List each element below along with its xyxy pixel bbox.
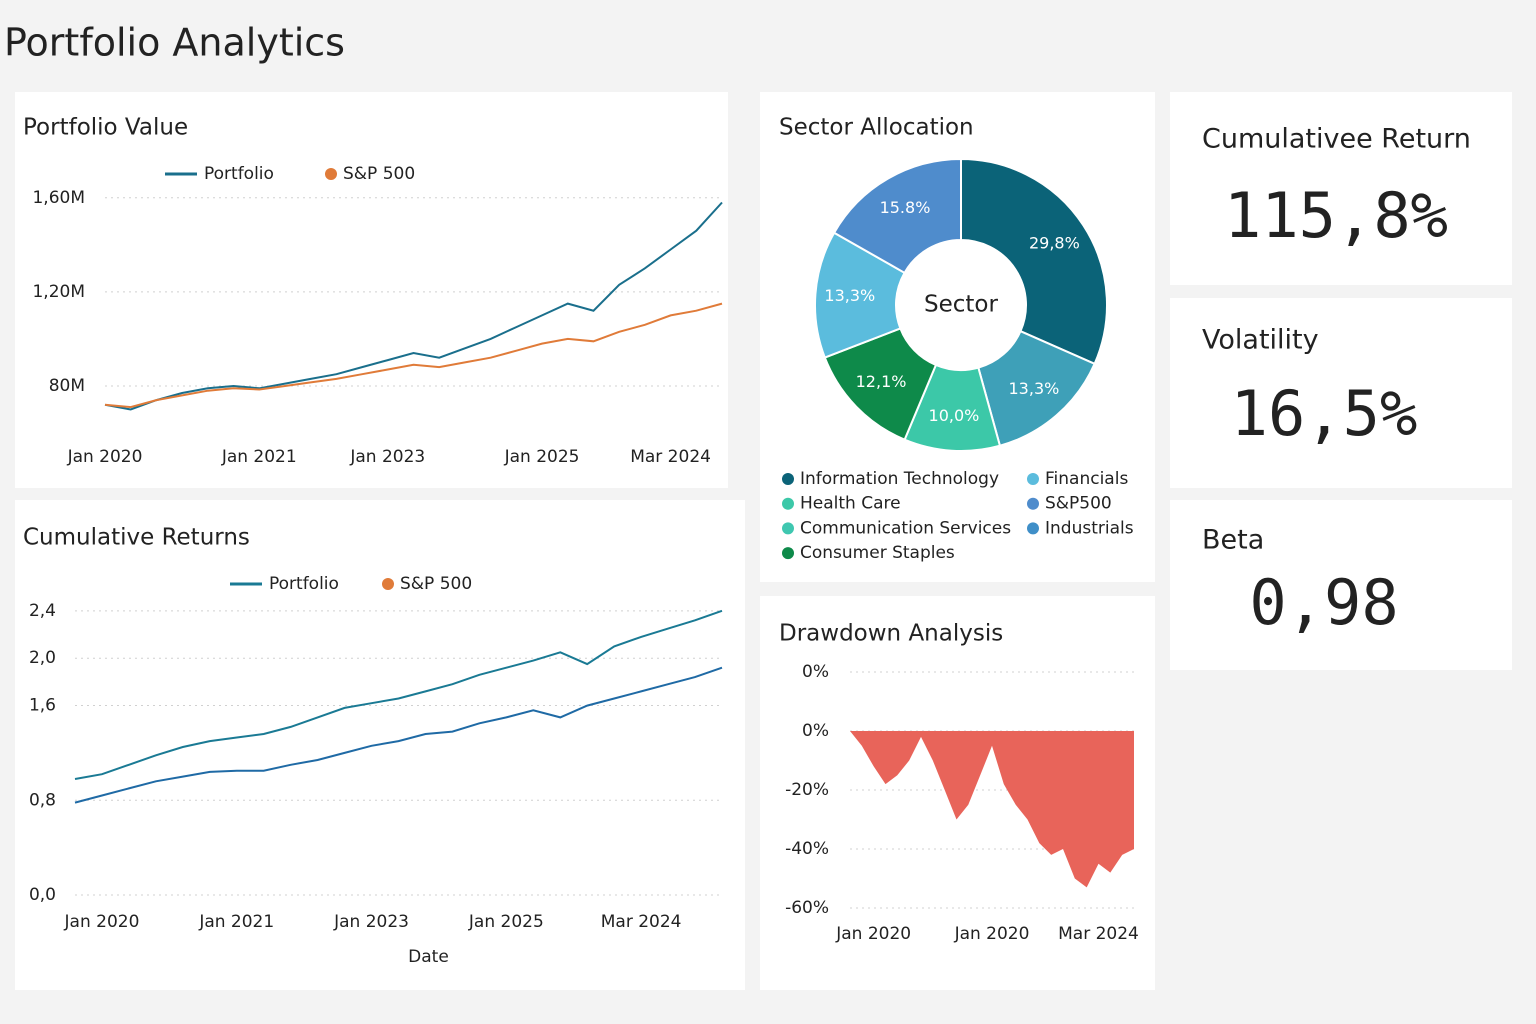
x-tick-label: Jan 2021 bbox=[221, 447, 297, 467]
chart-title: Drawdown Analysis bbox=[779, 621, 1003, 647]
kpi-card bbox=[1170, 92, 1512, 285]
panel bbox=[15, 92, 728, 488]
x-tick-label: Jan 2021 bbox=[198, 912, 274, 932]
legend-label: Portfolio bbox=[204, 164, 274, 184]
legend-swatch bbox=[325, 168, 337, 180]
x-tick-label: Mar 2024 bbox=[601, 912, 682, 932]
legend-swatch bbox=[782, 522, 794, 535]
y-tick-label: 1,20M bbox=[32, 282, 85, 302]
slice-label: 13,3% bbox=[1009, 379, 1060, 398]
chart-title: Cumulative Returns bbox=[23, 525, 250, 551]
slice-label: 10,0% bbox=[929, 406, 980, 425]
x-tick-label: Jan 2025 bbox=[468, 912, 544, 932]
legend-label: Consumer Staples bbox=[800, 543, 955, 563]
kpi-card bbox=[1170, 500, 1512, 670]
line bbox=[104, 302, 723, 409]
y-tick-label: -20% bbox=[785, 780, 829, 800]
x-tick-label: Jan 2020 bbox=[835, 924, 911, 944]
legend-label: S&P 500 bbox=[400, 574, 472, 594]
kpi-value: 115,8% bbox=[1224, 179, 1448, 252]
legend-swatch bbox=[382, 578, 394, 590]
slice-label: 13,3% bbox=[824, 286, 875, 305]
x-tick-label: Jan 2020 bbox=[67, 447, 143, 467]
legend-swatch bbox=[782, 473, 794, 485]
legend-label: S&P500 bbox=[1045, 494, 1112, 514]
legend-swatch bbox=[782, 497, 794, 510]
x-tick-label: Mar 2024 bbox=[1058, 924, 1139, 944]
legend-label: Industrials bbox=[1045, 518, 1134, 538]
y-tick-label: 0,8 bbox=[29, 790, 56, 810]
line bbox=[74, 609, 723, 780]
legend-label: Information Technology bbox=[800, 469, 999, 489]
line bbox=[104, 201, 723, 411]
y-tick-label: -40% bbox=[785, 839, 829, 859]
legend-label: Communication Services bbox=[800, 518, 1011, 538]
y-tick-label: -60% bbox=[785, 898, 829, 918]
legend-label: Health Care bbox=[800, 494, 901, 514]
x-tick-label: Mar 2024 bbox=[630, 447, 711, 467]
legend-swatch bbox=[1027, 473, 1039, 485]
x-tick-label: Jan 2020 bbox=[954, 924, 1030, 944]
y-tick-label: 0% bbox=[802, 721, 829, 741]
center-label: Sector bbox=[924, 292, 998, 318]
x-tick-label: Jan 2023 bbox=[333, 912, 409, 932]
line bbox=[74, 666, 723, 804]
slice-label: 15.8% bbox=[880, 198, 931, 217]
y-tick-label: 80M bbox=[49, 376, 85, 396]
legend-label: Financials bbox=[1045, 469, 1128, 489]
x-tick-label: Jan 2023 bbox=[349, 447, 425, 467]
pie-slice bbox=[832, 157, 962, 275]
kpi-title: Cumulativee Return bbox=[1202, 124, 1471, 155]
chart-title: Sector Allocation bbox=[779, 115, 974, 141]
y-tick-label: 1,6 bbox=[29, 696, 56, 716]
slice-label: 12,1% bbox=[856, 372, 907, 391]
chart-title: Portfolio Value bbox=[23, 115, 188, 141]
legend-swatch bbox=[1027, 497, 1039, 510]
y-tick-label: 2,4 bbox=[29, 601, 56, 621]
kpi-title: Beta bbox=[1202, 525, 1264, 556]
pie-slice bbox=[960, 157, 1108, 366]
page-title: Portfolio Analytics bbox=[4, 21, 345, 65]
x-tick-label: Jan 2025 bbox=[504, 447, 580, 467]
kpi-title: Volatility bbox=[1202, 325, 1319, 356]
legend-swatch bbox=[782, 547, 794, 560]
y-tick-label: 0% bbox=[802, 662, 829, 682]
x-tick-label: Jan 2020 bbox=[64, 912, 140, 932]
kpi-value: 0,98 bbox=[1249, 566, 1398, 639]
area bbox=[850, 731, 1134, 888]
y-tick-label: 1,60M bbox=[32, 188, 85, 208]
kpi-value: 16,5% bbox=[1231, 377, 1418, 450]
y-tick-label: 0,0 bbox=[29, 885, 56, 905]
legend-label: Portfolio bbox=[269, 574, 339, 594]
x-axis-title: Date bbox=[408, 947, 449, 967]
slice-label: 29,8% bbox=[1029, 234, 1080, 253]
legend-label: S&P 500 bbox=[343, 164, 415, 184]
kpi-card bbox=[1170, 298, 1512, 488]
y-tick-label: 2,0 bbox=[29, 648, 56, 668]
legend-swatch bbox=[1027, 522, 1039, 535]
